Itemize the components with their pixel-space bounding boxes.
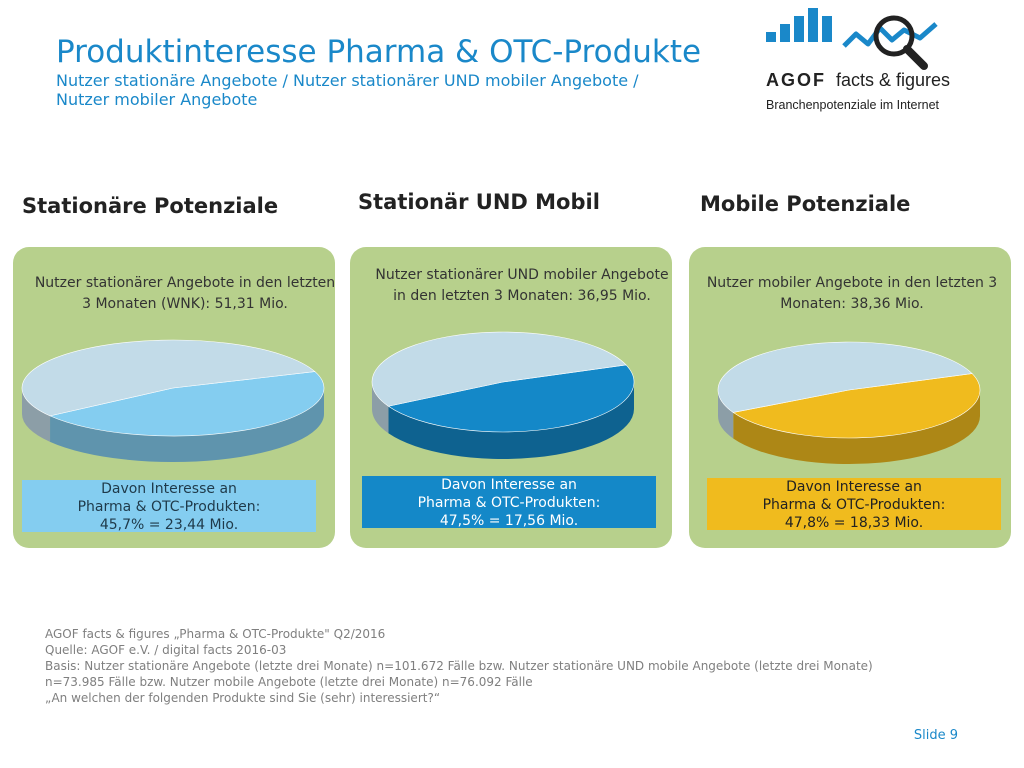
pie-side-1 <box>21 388 51 442</box>
note-line-5: „An welchen der folgenden Produkte sind … <box>45 691 441 705</box>
heading-stationaer-mobil: Stationär UND Mobil <box>358 190 600 214</box>
subtitle-line-1: Nutzer stationäre Angebote / Nutzer stat… <box>56 71 639 90</box>
note-line-1: AGOF facts & figures „Pharma & OTC-Produ… <box>45 627 386 641</box>
source-notes: AGOF facts & figures „Pharma & OTC-Produ… <box>45 626 873 706</box>
description-stationaer: Nutzer stationärer Angebote in den letzt… <box>34 275 336 312</box>
note-line-2: Quelle: AGOF e.V. / digital facts 2016-0… <box>45 643 287 657</box>
slide-number: Slide 9 <box>913 728 958 743</box>
result-line-2: Pharma & OTC-Produkten: <box>762 497 946 513</box>
pie-slice-0 <box>387 364 635 433</box>
result-box-stationaer: Davon Interesse an Pharma & OTC-Produkte… <box>22 480 316 533</box>
note-line-3: Basis: Nutzer stationäre Angebote (letzt… <box>45 659 873 673</box>
logo-brand: AGOF <box>766 70 826 90</box>
note-line-4: n=73.985 Fälle bzw. Nutzer mobile Angebo… <box>45 675 533 689</box>
pie-side-0 <box>50 388 324 462</box>
result-line-1: Davon Interesse an <box>101 481 237 497</box>
result-line-2: Pharma & OTC-Produkten: <box>77 499 261 515</box>
result-line-1: Davon Interesse an <box>786 479 922 495</box>
magnifier-trend-icon <box>842 15 938 70</box>
result-line-3: 47,5% = 17,56 Mio. <box>439 513 579 529</box>
subtitle-line-2: Nutzer mobiler Angebote <box>56 90 258 109</box>
pie-side-1 <box>718 390 734 439</box>
pie-side-0 <box>733 390 980 464</box>
result-line-1: Davon Interesse an <box>441 477 577 493</box>
pie-chart-stationaer <box>21 339 325 462</box>
result-box-mobil: Davon Interesse an Pharma & OTC-Produkte… <box>707 478 1001 531</box>
description-stationaer-mobil: Nutzer stationärer UND mobiler Angebote … <box>375 267 669 304</box>
result-line-3: 47,8% = 18,33 Mio. <box>784 515 924 531</box>
heading-mobil: Mobile Potenziale <box>700 192 911 216</box>
page-subtitle: Nutzer stationäre Angebote / Nutzer stat… <box>56 71 639 109</box>
pie-slice-1 <box>21 339 316 417</box>
agof-logo: AGOF facts & figures Branchenpotenziale … <box>762 8 962 120</box>
pie-slice-0 <box>49 371 325 437</box>
pie-slice-0 <box>732 373 981 439</box>
pie-chart-stationaer-mobil <box>371 331 635 459</box>
page-title: Produktinteresse Pharma & OTC-Produkte <box>56 34 702 70</box>
description-mobil: Nutzer mobiler Angebote in den letzten 3… <box>706 275 998 312</box>
result-line-2: Pharma & OTC-Produkten: <box>417 495 601 511</box>
logo-subline: Branchenpotenziale im Internet <box>766 98 940 112</box>
result-line-3: 45,7% = 23,44 Mio. <box>99 517 239 533</box>
pie-side-0 <box>388 382 634 459</box>
pie-chart-mobil <box>717 341 981 464</box>
heading-stationaer: Stationäre Potenziale <box>22 194 279 218</box>
result-box-stationaer-mobil: Davon Interesse an Pharma & OTC-Produkte… <box>362 476 656 529</box>
logo-tagline: facts & figures <box>836 70 951 90</box>
pie-slice-1 <box>717 341 973 413</box>
pie-slice-1 <box>371 331 627 407</box>
